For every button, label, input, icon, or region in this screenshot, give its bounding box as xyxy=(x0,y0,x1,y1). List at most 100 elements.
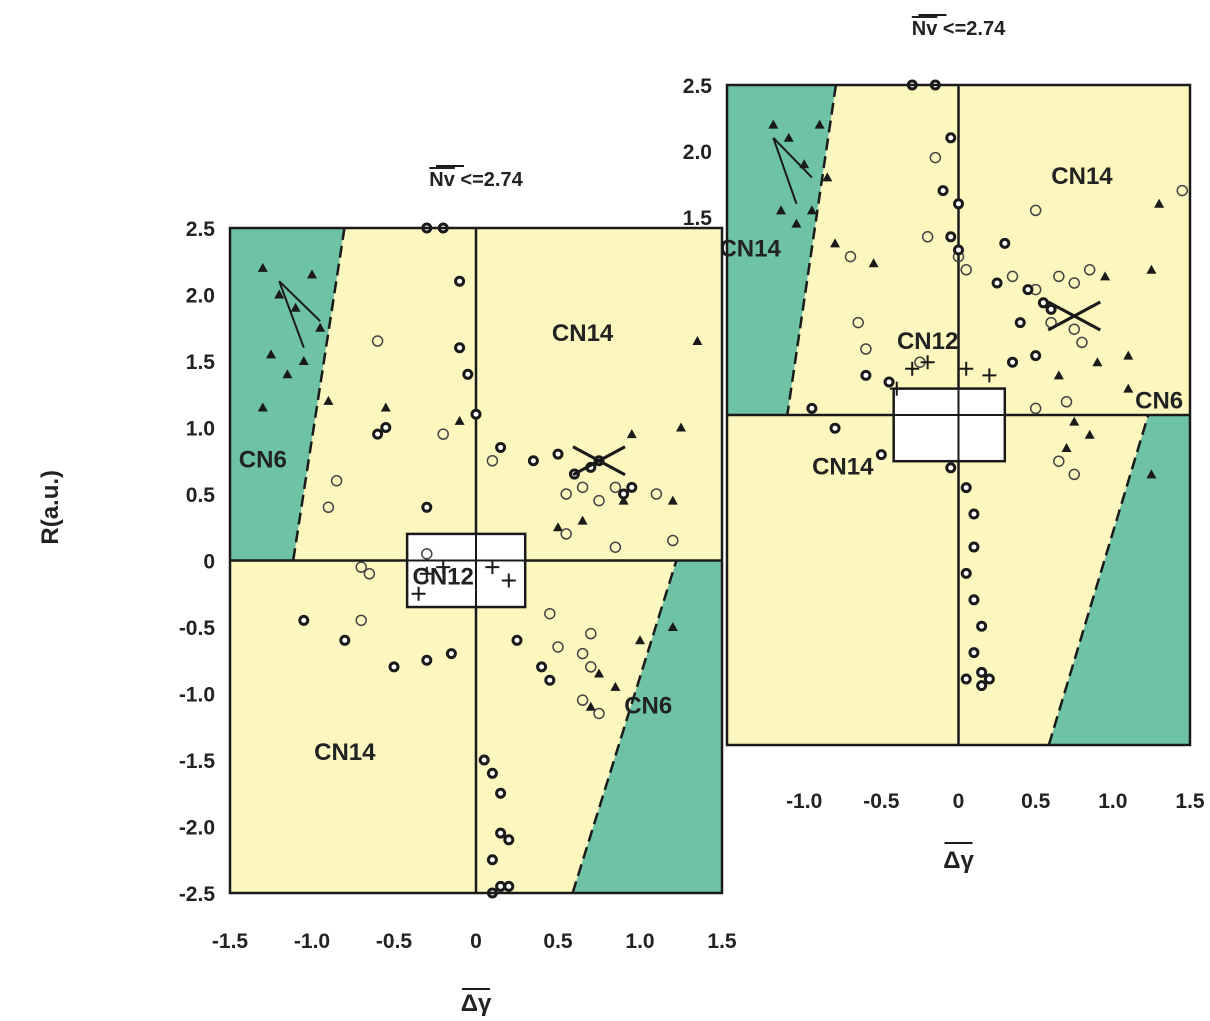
data-point-circle-filled xyxy=(806,402,818,414)
data-point-circle-filled xyxy=(960,482,972,494)
data-point-circle-filled xyxy=(511,634,523,646)
cn6-region-lower xyxy=(572,560,722,893)
x-tick-label: 1.5 xyxy=(1175,790,1205,813)
data-point-triangle xyxy=(667,495,678,505)
data-point-circle-filled xyxy=(445,648,457,660)
y-tick-label: 1.5 xyxy=(186,351,216,374)
x-axis-label: Δγ xyxy=(461,990,492,1017)
data-point-circle-filled xyxy=(953,244,964,256)
data-point-circle-filled xyxy=(960,567,972,579)
data-point-triangle xyxy=(783,132,794,142)
x-tick-label: 0.5 xyxy=(543,930,573,953)
data-point-circle-filled xyxy=(544,674,556,686)
data-point-circle-open xyxy=(560,528,572,540)
data-point-circle-open xyxy=(330,474,343,487)
data-point-circle-filled xyxy=(470,408,482,420)
data-point-circle-filled xyxy=(1030,350,1042,362)
trend-annotation xyxy=(278,280,321,349)
data-point-circle-filled xyxy=(503,880,515,892)
title-overline: Nv xyxy=(912,18,938,40)
data-point-plus xyxy=(419,566,434,581)
y-tick-label: 1.5 xyxy=(683,207,713,230)
cn6-region-lower xyxy=(1048,415,1190,745)
chart-title-2: Nv <=2.74 xyxy=(912,18,1006,40)
data-point-circle-filled xyxy=(298,614,310,626)
data-point-circle-open xyxy=(1076,336,1088,349)
region-label-cn12: CN12 xyxy=(897,328,958,355)
y-tick-label: -1.5 xyxy=(179,750,216,773)
y-tick-label: 2.0 xyxy=(683,141,712,164)
chart-panel-2: CN14 CN12 CN14 CN6 CN14 xyxy=(719,79,1192,747)
data-point-triangle xyxy=(1123,383,1134,393)
data-point-circle-filled xyxy=(999,237,1011,249)
data-point-triangle xyxy=(380,402,391,412)
data-point-circle-filled xyxy=(945,132,957,144)
cn6-boundary-lower xyxy=(571,560,678,894)
data-point-circle-open xyxy=(860,343,872,355)
region-label-cn6-lower: CN6 xyxy=(624,692,672,719)
data-point-triangle xyxy=(257,402,268,412)
region-label-cn12: CN12 xyxy=(413,563,474,590)
data-point-circle-filled xyxy=(953,198,964,210)
data-point-circle-filled xyxy=(976,680,988,692)
data-point-triangle xyxy=(635,635,645,645)
data-point-circle-filled xyxy=(1037,297,1049,309)
data-point-circle-filled xyxy=(1014,317,1026,329)
data-point-triangle xyxy=(1069,416,1080,426)
data-point-circle-filled xyxy=(968,508,980,520)
data-point-circle-open xyxy=(1053,270,1065,283)
data-point-triangle xyxy=(1123,350,1134,360)
data-point-triangle xyxy=(553,522,563,532)
region-label-cn14-lower: CN14 xyxy=(314,739,376,766)
data-point-circle-open xyxy=(609,541,622,553)
data-point-triangle xyxy=(266,349,276,359)
plot-frame xyxy=(228,226,724,895)
x-tick-label: -1.5 xyxy=(212,930,249,953)
data-point-circle-open xyxy=(1068,277,1080,289)
y-axis-label: R(a.u.) xyxy=(37,470,64,545)
chart-panel-1: CN6 CN14 CN12 CN14 CN6 xyxy=(228,222,724,899)
data-point-triangle xyxy=(307,269,317,279)
data-point-circle-filled xyxy=(626,481,638,493)
data-point-circle-open xyxy=(593,707,605,720)
data-point-circle-filled xyxy=(495,827,507,839)
data-point-circle-open xyxy=(355,561,367,573)
data-point-circle-open xyxy=(576,694,589,706)
data-point-circle-open xyxy=(1060,396,1073,408)
data-point-circle-filled xyxy=(552,448,564,460)
data-point-circle-filled xyxy=(1045,303,1057,315)
data-point-circle-open xyxy=(576,647,589,660)
data-point-circle-open xyxy=(960,264,972,276)
data-point-triangle xyxy=(1146,469,1157,479)
data-point-triangle xyxy=(791,218,802,228)
data-point-circle-filled xyxy=(618,488,630,500)
data-point-circle-open xyxy=(355,614,367,627)
cross-annotation xyxy=(572,445,626,477)
chart-title-1: Nv <=2.74 xyxy=(429,169,523,191)
cn6-region-upper xyxy=(230,228,345,561)
data-point-circle-filled xyxy=(968,541,980,553)
data-point-circle-filled xyxy=(536,661,548,673)
data-point-circle-open xyxy=(929,151,942,164)
data-point-circle-filled xyxy=(380,422,392,433)
data-point-triangle xyxy=(1061,443,1072,452)
data-point-triangle xyxy=(1053,370,1064,380)
data-point-circle-open xyxy=(560,488,572,500)
data-point-circle-open xyxy=(609,481,622,494)
data-point-circle-filled xyxy=(388,661,400,673)
cn6-boundary-upper xyxy=(786,84,838,416)
data-point-circle-filled xyxy=(454,342,466,354)
data-point-triangle xyxy=(626,429,637,439)
data-point-circle-open xyxy=(576,481,589,494)
title-overline: Nv xyxy=(429,169,455,191)
data-point-plus xyxy=(411,586,426,601)
data-point-circle-open xyxy=(1029,402,1042,415)
x-tick-label: -1.0 xyxy=(786,790,822,813)
data-point-circle-filled xyxy=(454,275,466,287)
data-point-circle-filled xyxy=(976,620,988,632)
data-point-circle-open xyxy=(486,455,499,467)
data-point-circle-filled xyxy=(1007,356,1019,368)
x-tick-label: -0.5 xyxy=(376,930,413,953)
data-point-triangle xyxy=(274,289,285,299)
data-point-circle-filled xyxy=(462,368,474,380)
